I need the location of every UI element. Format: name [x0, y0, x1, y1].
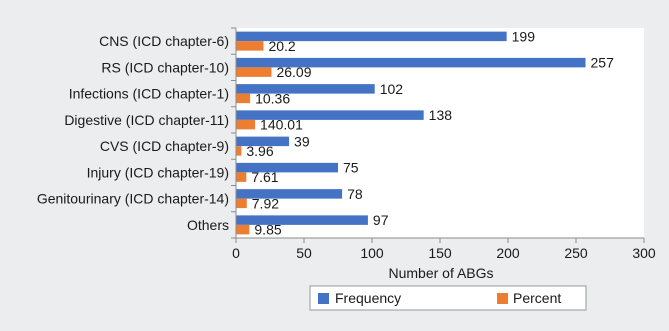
data-label-percent-rs-icd-chapter-10: 26.09: [276, 64, 311, 80]
x-axis-title: Number of ABGs: [388, 265, 493, 281]
data-label-percent-genitourinary-icd-chapter-14: 7.92: [252, 195, 279, 211]
data-label-percent-digestive-icd-chapter-11: 140.01: [260, 117, 303, 133]
data-label-frequency-rs-icd-chapter-10: 257: [591, 55, 615, 71]
legend-label-percent: Percent: [513, 290, 561, 306]
bar-frequency-rs-icd-chapter-10: [236, 57, 586, 68]
y-tick-label-others: Others: [187, 217, 229, 233]
data-label-frequency-others: 97: [373, 212, 389, 228]
data-label-frequency-genitourinary-icd-chapter-14: 78: [347, 186, 363, 202]
bar-frequency-others: [236, 215, 368, 225]
bar-percent-rs-icd-chapter-10: [236, 67, 272, 77]
bar-frequency-genitourinary-icd-chapter-14: [236, 189, 343, 199]
y-tick-label-injury-icd-chapter-19: Injury (ICD chapter-19): [87, 164, 229, 180]
bar-percent-genitourinary-icd-chapter-14: [236, 198, 247, 209]
y-tick-label-digestive-icd-chapter-11: Digestive (ICD chapter-11): [64, 112, 229, 128]
y-tick-label-rs-icd-chapter-10: RS (ICD chapter-10): [101, 59, 229, 75]
bar-percent-others: [236, 224, 250, 235]
x-tick-label-0: 0: [232, 245, 240, 261]
data-label-percent-others: 9.85: [254, 222, 281, 238]
bar-percent-infections-icd-chapter-1: [236, 93, 251, 104]
legend: Frequency Percent: [309, 285, 587, 311]
bar-percent-injury-icd-chapter-19: [236, 172, 247, 182]
x-tick-label-100: 100: [360, 245, 384, 261]
data-label-frequency-cns-icd-chapter-6: 199: [512, 28, 536, 44]
legend-box: [309, 285, 587, 311]
bar-frequency-infections-icd-chapter-1: [236, 84, 375, 94]
data-label-percent-infections-icd-chapter-1: 10.36: [255, 90, 290, 106]
bar-frequency-cvs-icd-chapter-9: [236, 136, 290, 147]
x-tick-label-50: 50: [296, 245, 312, 261]
data-label-frequency-injury-icd-chapter-19: 75: [343, 160, 359, 176]
data-label-percent-cns-icd-chapter-6: 20.2: [268, 38, 295, 54]
x-tick-label-150: 150: [428, 245, 452, 261]
x-tick-label-200: 200: [496, 245, 520, 261]
legend-swatch-percent: [497, 293, 508, 304]
legend-swatch-frequency: [318, 293, 329, 304]
y-tick-label-genitourinary-icd-chapter-14: Genitourinary (ICD chapter-14): [37, 191, 229, 207]
y-tick-label-cvs-icd-chapter-9: CVS (ICD chapter-9): [100, 138, 229, 154]
data-label-percent-injury-icd-chapter-19: 7.61: [251, 169, 278, 185]
bar-percent-digestive-icd-chapter-11: [236, 119, 256, 130]
data-label-frequency-digestive-icd-chapter-11: 138: [429, 107, 453, 123]
bar-frequency-cns-icd-chapter-6: [236, 31, 507, 42]
legend-label-frequency: Frequency: [335, 290, 401, 306]
bar-frequency-digestive-icd-chapter-11: [236, 110, 424, 120]
y-tick-label-cns-icd-chapter-6: CNS (ICD chapter-6): [99, 33, 229, 49]
y-tick-label-infections-icd-chapter-1: Infections (ICD chapter-1): [69, 86, 229, 102]
bar-frequency-injury-icd-chapter-19: [236, 162, 338, 173]
bar-percent-cns-icd-chapter-6: [236, 41, 264, 51]
data-label-frequency-cvs-icd-chapter-9: 39: [294, 133, 310, 149]
data-label-percent-cvs-icd-chapter-9: 3.96: [246, 143, 273, 159]
x-tick-label-250: 250: [564, 245, 588, 261]
data-label-frequency-infections-icd-chapter-1: 102: [380, 81, 404, 97]
bar-percent-cvs-icd-chapter-9: [236, 146, 242, 156]
x-tick-label-300: 300: [632, 245, 656, 261]
